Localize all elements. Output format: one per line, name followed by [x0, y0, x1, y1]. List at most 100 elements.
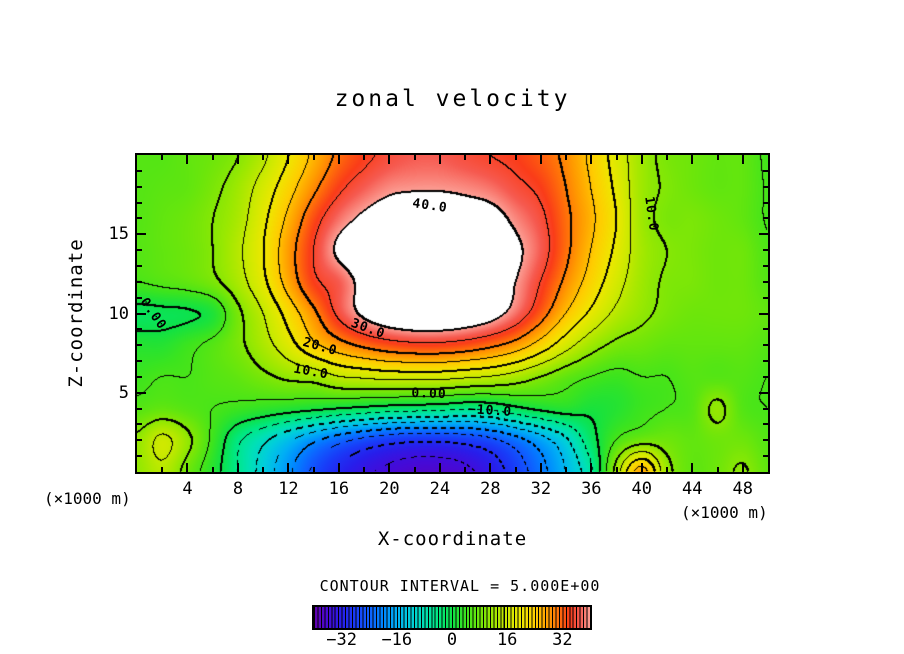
- tick-mark: [363, 467, 365, 472]
- tick-mark: [388, 155, 390, 164]
- tick-mark: [763, 455, 768, 457]
- tick-mark: [186, 155, 188, 164]
- tick-mark: [590, 463, 592, 472]
- tick-mark: [186, 463, 188, 472]
- tick-mark: [666, 467, 668, 472]
- tick-mark: [237, 463, 239, 472]
- tick-mark: [137, 297, 142, 299]
- tick-mark: [137, 328, 142, 330]
- tick-mark: [338, 463, 340, 472]
- y-axis-title: Z-coordinate: [65, 238, 87, 388]
- x-tick-label: 24: [429, 479, 451, 499]
- tick-mark: [137, 360, 142, 362]
- x-tick-label: 36: [581, 479, 602, 499]
- tick-mark: [338, 155, 340, 164]
- tick-mark: [742, 463, 744, 472]
- colorbar-tick-labels: −32 −16 0 16 32: [314, 630, 590, 650]
- plot-area: 40.0 10.0 0.00 30.0 20.0 10.0 0.00 −10.0: [135, 153, 770, 474]
- tick-mark: [763, 202, 768, 204]
- tick-mark: [212, 155, 214, 160]
- tick-mark: [464, 467, 466, 472]
- tick-mark: [287, 463, 289, 472]
- tick-mark: [763, 376, 768, 378]
- colorbar-tick-label: 16: [496, 630, 518, 650]
- tick-mark: [137, 249, 142, 251]
- tick-mark: [137, 233, 146, 235]
- tick-mark: [212, 467, 214, 472]
- tick-mark: [763, 186, 768, 188]
- x-unit-note-right: (×1000 m): [681, 503, 768, 522]
- tick-mark: [313, 467, 315, 472]
- tick-mark: [641, 463, 643, 472]
- y-tick-labels: 5 10 15: [93, 155, 129, 472]
- tick-mark: [313, 155, 315, 160]
- colorbar-tick-label: −16: [381, 630, 413, 650]
- colorbar-tick-label: −32: [326, 630, 357, 650]
- y-tick-label: 5: [118, 382, 129, 403]
- x-tick-label: 12: [278, 479, 299, 499]
- x-tick-labels: 4 8 12 16 20 24 28 32 36 40 44 48: [137, 479, 768, 499]
- tick-mark: [540, 155, 542, 164]
- tick-mark: [616, 155, 618, 160]
- x-tick-label: 4: [182, 479, 193, 499]
- tick-mark: [137, 217, 142, 219]
- tick-mark: [763, 360, 768, 362]
- tick-mark: [515, 155, 517, 160]
- tick-mark: [439, 155, 441, 164]
- x-tick-label: 16: [328, 479, 350, 499]
- tick-mark: [161, 155, 163, 160]
- tick-mark: [763, 297, 768, 299]
- tick-mark: [717, 467, 719, 472]
- tick-mark: [759, 233, 768, 235]
- tick-mark: [641, 155, 643, 164]
- contour-label: −10.0: [467, 401, 513, 420]
- colorbar: [312, 605, 592, 630]
- y-tick-label: 10: [108, 303, 129, 324]
- tick-mark: [759, 392, 768, 394]
- tick-mark: [137, 202, 142, 204]
- tick-mark: [763, 328, 768, 330]
- tick-mark: [137, 265, 142, 267]
- x-tick-label: 20: [379, 479, 400, 499]
- tick-mark: [565, 467, 567, 472]
- tick-mark: [763, 408, 768, 410]
- tick-mark: [759, 313, 768, 315]
- x-tick-label: 44: [682, 479, 703, 499]
- tick-mark: [262, 155, 264, 160]
- tick-mark: [763, 217, 768, 219]
- tick-mark: [137, 344, 142, 346]
- tick-mark: [137, 281, 142, 283]
- tick-mark: [439, 463, 441, 472]
- tick-mark: [137, 186, 142, 188]
- tick-mark: [489, 463, 491, 472]
- y-tick-label: 15: [108, 224, 129, 245]
- colorbar-tick-label: 0: [446, 630, 458, 650]
- tick-mark: [616, 467, 618, 472]
- tick-mark: [137, 423, 142, 425]
- tick-mark: [763, 281, 768, 283]
- tick-mark: [137, 455, 142, 457]
- tick-mark: [515, 467, 517, 472]
- x-tick-label: 28: [480, 479, 501, 499]
- colorbar-tick-label: 32: [552, 630, 573, 650]
- contour-field-canvas: [137, 155, 768, 472]
- tick-mark: [137, 376, 142, 378]
- x-tick-label: 8: [232, 479, 244, 499]
- tick-mark: [666, 155, 668, 160]
- tick-mark: [137, 170, 142, 172]
- tick-mark: [565, 155, 567, 160]
- tick-mark: [763, 249, 768, 251]
- tick-mark: [717, 155, 719, 160]
- tick-mark: [137, 439, 142, 441]
- tick-mark: [489, 155, 491, 164]
- tick-mark: [763, 423, 768, 425]
- tick-mark: [464, 155, 466, 160]
- tick-mark: [161, 467, 163, 472]
- tick-mark: [137, 313, 146, 315]
- tick-mark: [287, 155, 289, 164]
- contour-interval-caption: CONTOUR INTERVAL = 5.000E+00: [319, 577, 601, 595]
- x-tick-label: 48: [732, 479, 753, 499]
- tick-mark: [262, 467, 264, 472]
- tick-mark: [540, 463, 542, 472]
